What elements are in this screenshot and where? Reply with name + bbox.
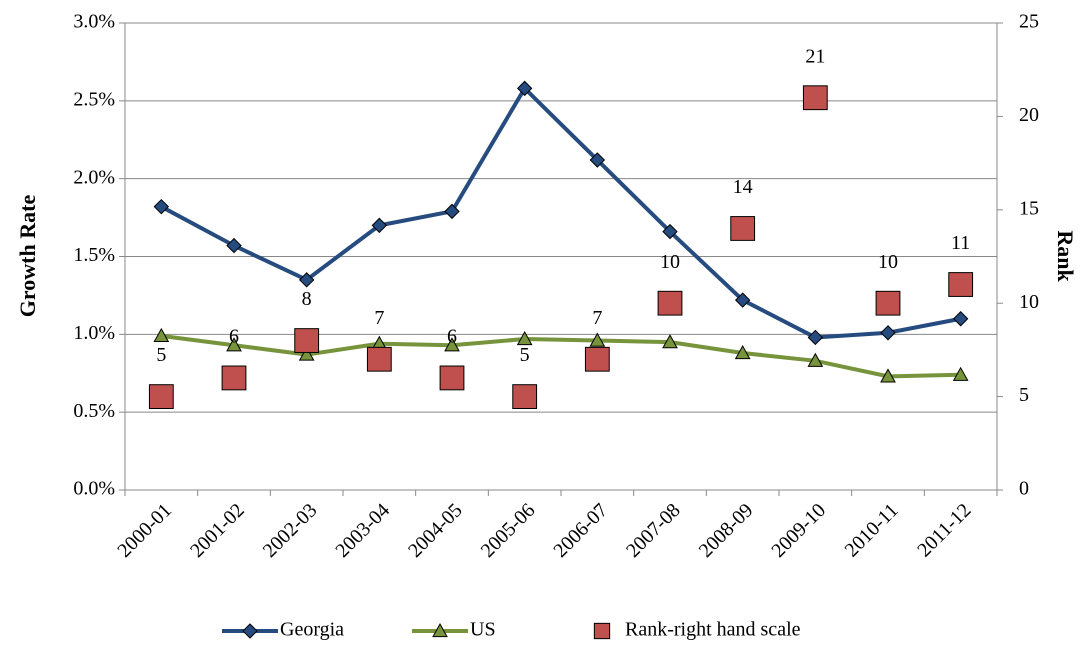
data-label: 11 xyxy=(951,232,970,254)
legend-label: US xyxy=(470,619,496,641)
triangle-marker xyxy=(734,344,751,360)
square-marker xyxy=(593,622,611,640)
x-tick-label: 2006-07 xyxy=(549,499,612,562)
square-marker xyxy=(584,346,610,372)
square-marker xyxy=(657,290,683,316)
x-tick-label: 2002-03 xyxy=(259,499,322,562)
triangle-marker xyxy=(952,366,969,381)
y2-tick-label: 10 xyxy=(1019,291,1039,313)
y-tick-label: 2.5% xyxy=(73,88,115,110)
y2-tick-label: 20 xyxy=(1019,104,1039,126)
triangle-marker xyxy=(153,327,170,342)
data-label: 7 xyxy=(592,307,602,329)
square-marker xyxy=(730,216,756,241)
diamond-marker xyxy=(734,292,751,308)
x-tick-label: 2005-06 xyxy=(477,499,540,562)
data-label: 8 xyxy=(302,288,312,310)
square-marker xyxy=(439,365,465,391)
diamond-marker xyxy=(153,198,170,215)
y-tick-label: 0.5% xyxy=(73,400,115,422)
series-line xyxy=(160,85,962,340)
diamond-marker xyxy=(807,329,824,346)
y-tick-label: 3.0% xyxy=(73,11,115,33)
series-line xyxy=(161,333,961,379)
data-label: 5 xyxy=(520,344,530,366)
legend-label: Georgia xyxy=(280,619,344,641)
square-marker xyxy=(366,346,392,372)
data-label: 21 xyxy=(805,45,825,67)
data-label: 10 xyxy=(878,251,898,273)
diamond-marker xyxy=(589,152,606,168)
square-marker xyxy=(221,365,247,391)
triangle-marker xyxy=(226,337,242,352)
diamond-marker xyxy=(298,272,315,288)
triangle-marker xyxy=(444,337,460,352)
y-tick-label: 1.0% xyxy=(73,322,115,344)
triangle-marker xyxy=(880,368,896,383)
square-marker xyxy=(802,85,828,111)
y-tick-label: 1.5% xyxy=(73,244,115,266)
x-tick-label: 2009-10 xyxy=(767,499,830,562)
x-tick-label: 2007-08 xyxy=(622,499,685,562)
triangle-marker xyxy=(432,622,448,638)
diamond-marker xyxy=(516,80,533,97)
legend-label: Rank-right hand scale xyxy=(625,619,801,641)
square-marker xyxy=(948,272,974,297)
diamond-marker xyxy=(880,325,896,341)
data-label: 6 xyxy=(447,326,457,348)
diamond-marker xyxy=(662,223,678,240)
y-axis-title: Growth Rate xyxy=(15,195,40,318)
x-tick-label: 2001-02 xyxy=(186,499,249,562)
triangle-marker xyxy=(662,334,678,349)
data-label: 5 xyxy=(156,344,166,366)
square-marker xyxy=(875,290,901,316)
y2-axis-title: Rank xyxy=(1053,230,1078,282)
diamond-marker xyxy=(242,623,258,639)
x-tick-label: 2008-09 xyxy=(695,499,758,562)
y2-tick-label: 0 xyxy=(1019,478,1029,500)
data-label: 6 xyxy=(229,326,239,348)
diamond-marker xyxy=(226,237,242,254)
triangle-marker xyxy=(298,346,315,361)
triangle-marker xyxy=(516,330,533,346)
square-marker xyxy=(512,384,538,410)
y-tick-label: 0.0% xyxy=(73,478,115,500)
diamond-marker xyxy=(444,203,460,220)
triangle-marker xyxy=(589,332,606,347)
diamond-marker xyxy=(952,311,969,327)
x-tick-label: 2003-04 xyxy=(331,499,394,562)
data-label: 14 xyxy=(733,176,753,198)
y-tick-label: 2.0% xyxy=(73,166,115,188)
triangle-marker xyxy=(807,352,824,367)
x-tick-label: 2011-12 xyxy=(913,499,975,561)
square-marker xyxy=(148,384,174,410)
diamond-marker xyxy=(371,217,388,234)
square-marker xyxy=(294,328,320,353)
data-label: 10 xyxy=(660,251,680,273)
x-tick-label: 2010-11 xyxy=(841,499,903,561)
y2-tick-label: 25 xyxy=(1019,11,1039,33)
x-tick-label: 2004-05 xyxy=(404,499,467,562)
y2-tick-label: 5 xyxy=(1019,384,1029,406)
x-tick-label: 2000-01 xyxy=(113,499,176,562)
y2-tick-label: 15 xyxy=(1019,197,1039,219)
data-label: 7 xyxy=(374,307,384,329)
